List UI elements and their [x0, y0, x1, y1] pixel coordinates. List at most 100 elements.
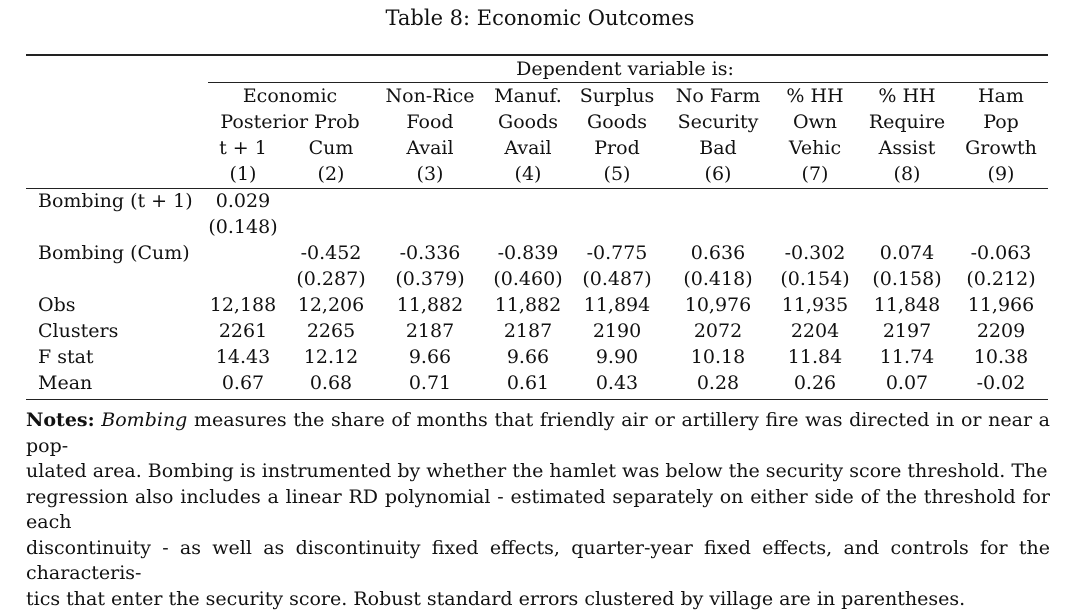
table-cell	[569, 214, 665, 240]
column-header-4-l1: Manuf.	[480, 83, 576, 109]
column-header-6-l3: Bad	[670, 135, 766, 161]
table-cell: 2187	[382, 318, 478, 344]
table-cell: 10.18	[670, 344, 766, 370]
table-title: Table 8: Economic Outcomes	[0, 6, 1080, 30]
bottom-rule	[26, 399, 1048, 400]
table-cell: 0.68	[283, 370, 379, 396]
table-cell	[283, 188, 379, 214]
notes-line-4: discontinuity - as well as discontinuity…	[26, 536, 1050, 587]
table-cell: (0.212)	[953, 266, 1049, 292]
column-header-2-l2	[283, 109, 379, 135]
table-cell	[569, 188, 665, 214]
table-cell: (0.379)	[382, 266, 478, 292]
notes-line-1: Notes: Bombing measures the share of mon…	[26, 408, 1050, 459]
table-cell	[480, 188, 576, 214]
table-cell: 2265	[283, 318, 379, 344]
table-cell: -0.775	[569, 240, 665, 266]
table-cell: 0.636	[670, 240, 766, 266]
table-cell: 11.74	[859, 344, 955, 370]
table-cell: -0.02	[953, 370, 1049, 396]
table-cell: 12,188	[195, 292, 291, 318]
row-label: Bombing (t + 1)	[38, 188, 193, 214]
table-cell: (0.158)	[859, 266, 955, 292]
column-header-5-l1: Surplus	[569, 83, 665, 109]
table-cell: 2187	[480, 318, 576, 344]
table-cell: (0.460)	[480, 266, 576, 292]
table-cell: 11,848	[859, 292, 955, 318]
table-cell: 9.66	[382, 344, 478, 370]
table-cell: 2209	[953, 318, 1049, 344]
column-header-9-l2: Pop	[953, 109, 1049, 135]
column-header-2-l1	[283, 83, 379, 109]
column-header-1-l2	[195, 109, 291, 135]
table-cell: 11,894	[569, 292, 665, 318]
table-cell: (0.287)	[283, 266, 379, 292]
table-cell: 2072	[670, 318, 766, 344]
column-header-4-num: (4)	[480, 161, 576, 187]
column-header-1-l1	[195, 83, 291, 109]
column-header-1-l3: t + 1	[195, 135, 291, 161]
table-cell: (0.154)	[767, 266, 863, 292]
column-header-4-l2: Goods	[480, 109, 576, 135]
table-cell	[670, 214, 766, 240]
table-cell: -0.336	[382, 240, 478, 266]
column-header-5-num: (5)	[569, 161, 665, 187]
column-header-9-l1: Ham	[953, 83, 1049, 109]
table-cell	[859, 188, 955, 214]
column-header-3-num: (3)	[382, 161, 478, 187]
table-cell: 2190	[569, 318, 665, 344]
table-cell: 2261	[195, 318, 291, 344]
table-cell: -0.063	[953, 240, 1049, 266]
column-header-6-num: (6)	[670, 161, 766, 187]
table-cell: 0.074	[859, 240, 955, 266]
column-header-2-l3: Cum	[283, 135, 379, 161]
notes-label: Notes:	[26, 409, 95, 431]
table-cell: (0.148)	[195, 214, 291, 240]
table-cell	[859, 214, 955, 240]
row-label: Mean	[38, 370, 92, 396]
table-cell: 11,882	[480, 292, 576, 318]
table-cell	[767, 214, 863, 240]
notes-bombing-word: Bombing	[101, 409, 187, 431]
column-header-7-num: (7)	[767, 161, 863, 187]
table-cell: 0.67	[195, 370, 291, 396]
column-header-5-l3: Prod	[569, 135, 665, 161]
table-cell: 14.43	[195, 344, 291, 370]
column-header-2-num: (2)	[283, 161, 379, 187]
table-cell	[382, 214, 478, 240]
table-cell: (0.487)	[569, 266, 665, 292]
dependent-variable-header: Dependent variable is:	[300, 56, 950, 82]
row-label: Clusters	[38, 318, 118, 344]
table-cell	[195, 240, 291, 266]
column-header-8-l2: Require	[859, 109, 955, 135]
table-cell	[767, 188, 863, 214]
column-header-7-l1: % HH	[767, 83, 863, 109]
notes-line-2: ulated area. Bombing is instrumented by …	[26, 459, 1050, 485]
column-header-7-l2: Own	[767, 109, 863, 135]
table-cell	[480, 214, 576, 240]
table-cell: 0.07	[859, 370, 955, 396]
notes-line-5: tics that enter the security score. Robu…	[26, 587, 1050, 612]
table-cell	[953, 188, 1049, 214]
notes-line-3: regression also includes a linear RD pol…	[26, 485, 1050, 536]
table-cell: 10.38	[953, 344, 1049, 370]
table-cell	[953, 214, 1049, 240]
column-header-3-l1: Non-Rice	[382, 83, 478, 109]
row-label: F stat	[38, 344, 94, 370]
column-header-7-l3: Vehic	[767, 135, 863, 161]
table-notes: Notes: Bombing measures the share of mon…	[26, 408, 1050, 612]
table-cell: (0.418)	[670, 266, 766, 292]
table-cell: 11,935	[767, 292, 863, 318]
row-label: Obs	[38, 292, 76, 318]
table-cell	[195, 266, 291, 292]
table-cell: -0.839	[480, 240, 576, 266]
table-cell: 0.28	[670, 370, 766, 396]
column-header-8-l3: Assist	[859, 135, 955, 161]
column-header-8-num: (8)	[859, 161, 955, 187]
table-cell	[670, 188, 766, 214]
column-header-1-num: (1)	[195, 161, 291, 187]
table-cell: 12.12	[283, 344, 379, 370]
table-cell: 11,882	[382, 292, 478, 318]
column-header-3-l3: Avail	[382, 135, 478, 161]
table-cell: 0.26	[767, 370, 863, 396]
